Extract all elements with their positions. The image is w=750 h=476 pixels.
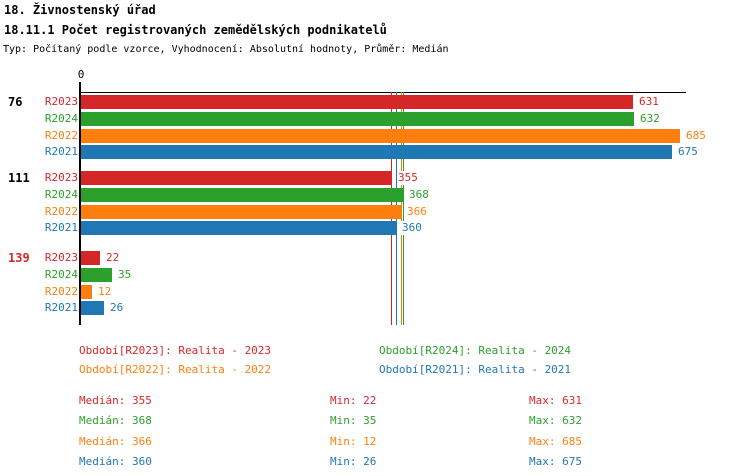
bar-value-R2024: 632 xyxy=(639,112,661,126)
series-row-label-R2023: R2023 xyxy=(44,95,78,108)
bar-R2023 xyxy=(81,251,100,265)
stat-max-R2023: Max: 631 xyxy=(529,394,582,407)
bar-R2024 xyxy=(81,268,112,282)
stat-max-R2024: Max: 632 xyxy=(529,414,582,427)
series-row-label-R2022: R2022 xyxy=(44,285,78,298)
bar-R2024 xyxy=(81,188,403,202)
bar-R2023 xyxy=(81,171,392,185)
stat-min-R2024: Min: 35 xyxy=(330,414,377,427)
bar-value-R2024: 368 xyxy=(408,188,430,202)
bar-value-R2023: 22 xyxy=(105,251,121,265)
series-row-label-R2024: R2024 xyxy=(44,268,78,281)
bar-R2021 xyxy=(81,145,672,159)
stat-min-R2021: Min: 26 xyxy=(330,455,377,468)
bar-R2021 xyxy=(81,221,396,235)
y-axis-line xyxy=(79,82,81,325)
stat-median-R2023: Medián: 355 xyxy=(79,394,152,407)
bar-value-R2021: 360 xyxy=(401,221,423,235)
bar-R2023 xyxy=(81,95,633,109)
median-line-R2024 xyxy=(403,92,404,325)
series-row-label-R2022: R2022 xyxy=(44,129,78,142)
axis-zero-label: 0 xyxy=(77,68,85,81)
bar-value-R2024: 35 xyxy=(117,268,133,282)
series-row-label-R2024: R2024 xyxy=(44,112,78,125)
bar-value-R2022: 12 xyxy=(97,285,113,299)
bar-R2021 xyxy=(81,301,104,315)
series-row-label-R2021: R2021 xyxy=(44,221,78,234)
stat-min-R2022: Min: 12 xyxy=(330,435,377,448)
bar-value-R2023: 631 xyxy=(638,95,660,109)
stat-max-R2021: Max: 675 xyxy=(529,455,582,468)
stat-min-R2023: Min: 22 xyxy=(330,394,377,407)
group-label: 76 xyxy=(8,95,23,109)
report-title: 18.11.1 Počet registrovaných zemědělskýc… xyxy=(4,23,387,37)
legend-item-R2022: Období[R2022]: Realita - 2022 xyxy=(79,363,272,376)
bar-value-R2021: 26 xyxy=(109,301,125,315)
series-row-label-R2021: R2021 xyxy=(44,301,78,314)
bar-value-R2021: 675 xyxy=(677,145,699,159)
stat-median-R2024: Medián: 368 xyxy=(79,414,152,427)
stat-median-R2021: Medián: 360 xyxy=(79,455,152,468)
bar-value-R2022: 685 xyxy=(685,129,707,143)
legend-item-R2024: Období[R2024]: Realita - 2024 xyxy=(379,344,572,357)
bar-value-R2023: 355 xyxy=(397,171,419,185)
median-line-R2022 xyxy=(401,92,402,325)
legend-item-R2023: Období[R2023]: Realita - 2023 xyxy=(79,344,272,357)
series-row-label-R2021: R2021 xyxy=(44,145,78,158)
bar-R2024 xyxy=(81,112,634,126)
group-label: 139 xyxy=(8,251,30,265)
stat-median-R2022: Medián: 366 xyxy=(79,435,152,448)
bar-R2022 xyxy=(81,205,401,219)
bar-R2022 xyxy=(81,285,92,299)
series-row-label-R2023: R2023 xyxy=(44,251,78,264)
report-meta: Typ: Počítaný podle vzorce, Vyhodnocení:… xyxy=(3,44,449,55)
series-row-label-R2024: R2024 xyxy=(44,188,78,201)
section-title: 18. Živnostenský úřad xyxy=(4,3,156,17)
bar-value-R2022: 366 xyxy=(406,205,428,219)
legend-item-R2021: Období[R2021]: Realita - 2021 xyxy=(379,363,572,376)
stat-max-R2022: Max: 685 xyxy=(529,435,582,448)
x-axis-line xyxy=(81,92,686,93)
group-label: 111 xyxy=(8,171,30,185)
bar-R2022 xyxy=(81,129,680,143)
series-row-label-R2023: R2023 xyxy=(44,171,78,184)
series-row-label-R2022: R2022 xyxy=(44,205,78,218)
